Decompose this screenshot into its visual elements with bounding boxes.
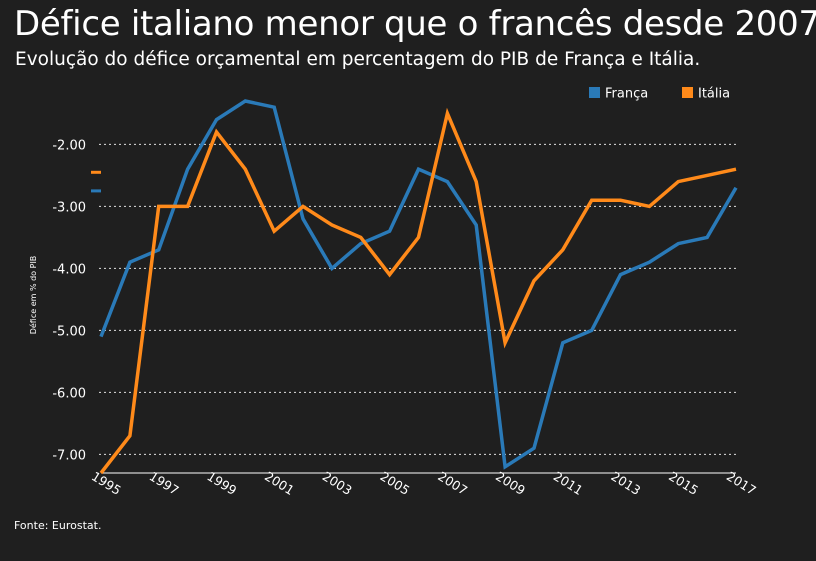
chart-subtitle: Evolução do défice orçamental em percent…	[15, 49, 701, 70]
series-line-italia	[99, 107, 737, 475]
y-tick-label: -7.00	[52, 448, 86, 463]
chart-title: Défice italiano menor que o francês desd…	[14, 4, 816, 44]
legend-label-franca: França	[605, 87, 648, 102]
y-axis-ticks: -2.00 -3.00 -4.00 -5.00 -6.00 -7.00	[52, 138, 86, 463]
y-tick-label: -3.00	[52, 200, 86, 215]
y-tick-label: -4.00	[52, 262, 86, 277]
side-markers	[91, 170, 101, 193]
y-tick-label: -5.00	[52, 324, 86, 339]
legend-label-italia: Itália	[698, 87, 730, 102]
y-axis-label: Défice em % do PIB	[28, 256, 38, 335]
source-note: Fonte: Eurostat.	[14, 519, 102, 532]
series	[99, 99, 738, 475]
legend: França Itália	[589, 87, 730, 102]
legend-swatch-italia	[682, 87, 693, 98]
x-tick-label: 2017	[724, 468, 759, 498]
y-tick-label: -2.00	[52, 138, 86, 153]
y-tick-label: -6.00	[52, 386, 86, 401]
legend-swatch-franca	[589, 87, 600, 98]
grid	[99, 143, 738, 455]
series-line-franca	[99, 99, 738, 470]
